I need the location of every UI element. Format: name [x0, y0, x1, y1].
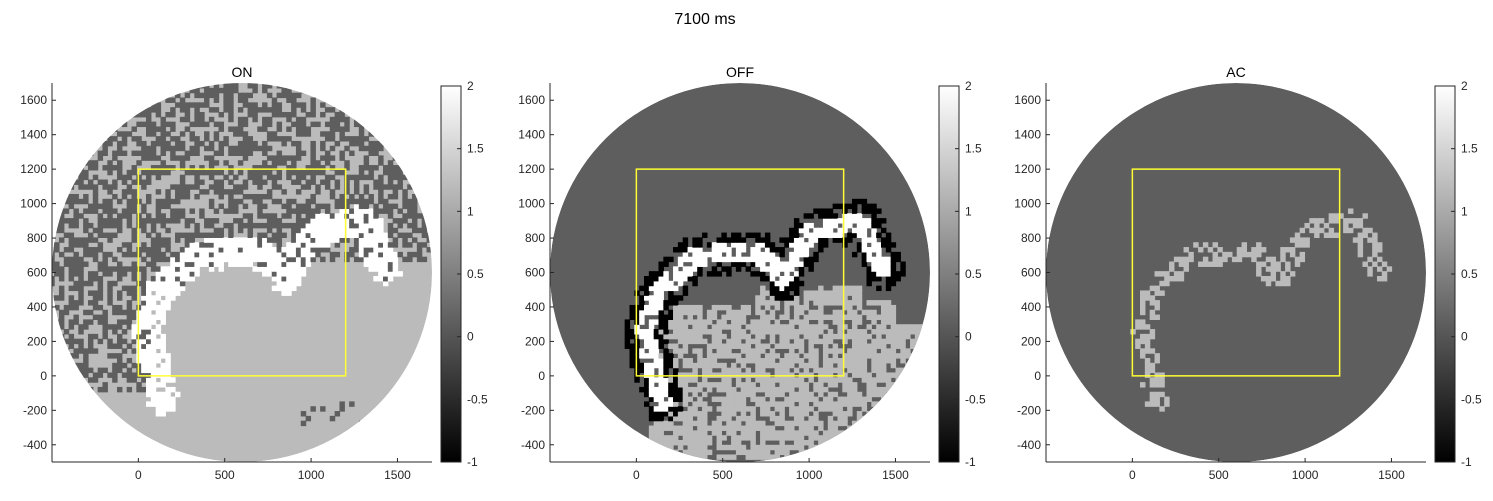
panel-title: AC	[1226, 64, 1245, 80]
colorbar-tick-label: 2	[965, 79, 972, 93]
y-tick-label: 200	[525, 334, 545, 348]
y-tick-label: -400	[23, 438, 47, 452]
colorbar-tick-label: 0	[467, 330, 474, 344]
y-tick-label: 400	[27, 300, 47, 314]
y-tick-label: 1600	[20, 93, 47, 107]
y-tick-label: 200	[27, 334, 47, 348]
x-tick-label: 1500	[384, 468, 411, 482]
y-tick-label: 1200	[1014, 162, 1041, 176]
y-tick-label: 400	[1021, 300, 1041, 314]
colorbar-tick-label: -1	[1461, 455, 1472, 469]
colorbar-tick-label: -1	[467, 455, 478, 469]
colorbar-tick-label: -0.5	[467, 392, 488, 406]
colorbar-tick-label: 1.5	[1461, 142, 1478, 156]
x-tick-label: 1000	[1292, 468, 1319, 482]
x-tick-label: 1000	[796, 468, 823, 482]
colorbar-tick-label: 2	[467, 79, 474, 93]
colorbar: 2 1.5 1 0.5 0 -0.5 -1	[440, 79, 488, 469]
y-tick-label: 1000	[518, 197, 545, 211]
y-tick-label: 200	[1021, 334, 1041, 348]
colorbar-tick-label: -0.5	[965, 392, 986, 406]
y-tick-label: 600	[27, 266, 47, 280]
x-tick-label: 1500	[882, 468, 909, 482]
y-tick-label: 1400	[1014, 128, 1041, 142]
x-tick-label: 500	[215, 468, 235, 482]
x-tick-label: 500	[713, 468, 733, 482]
y-tick-label: -200	[23, 403, 47, 417]
y-tick-label: 800	[27, 231, 47, 245]
y-tick-label: 1200	[20, 162, 47, 176]
y-tick-label: 800	[525, 231, 545, 245]
y-tick-label: 1000	[20, 197, 47, 211]
y-tick-label: -400	[521, 438, 545, 452]
x-tick-label: 1000	[298, 468, 325, 482]
panel-title: ON	[232, 64, 253, 80]
panel-ac: AC-400-200020040060080010001200140016000…	[1014, 64, 1482, 482]
y-tick-label: 0	[538, 369, 545, 383]
colorbar: 2 1.5 1 0.5 0 -0.5 -1	[938, 79, 986, 469]
colorbar-tick-label: 0.5	[467, 267, 484, 281]
roi-box	[1131, 168, 1341, 377]
colorbar-tick-label: 1.5	[467, 142, 484, 156]
y-tick-label: -200	[521, 403, 545, 417]
colorbar-tick-label: 0.5	[965, 267, 982, 281]
colorbar-tick-label: 1	[467, 204, 474, 218]
x-tick-label: 0	[633, 468, 640, 482]
heatmap-cells	[550, 83, 930, 462]
y-tick-label: 1000	[1014, 197, 1041, 211]
colorbar-tick-label: 0.5	[1461, 267, 1478, 281]
x-tick-label: 500	[1209, 468, 1229, 482]
y-tick-label: 1400	[518, 128, 545, 142]
y-tick-label: 1600	[1014, 93, 1041, 107]
y-tick-label: 800	[1021, 231, 1041, 245]
x-tick-label: 1500	[1378, 468, 1405, 482]
colorbar-tick-label: 1	[1461, 204, 1468, 218]
y-tick-label: 0	[1034, 369, 1041, 383]
y-tick-label: -400	[1017, 438, 1041, 452]
y-tick-label: 0	[40, 369, 47, 383]
panel-on: ON-400-200020040060080010001200140016000…	[20, 64, 488, 482]
colorbar: 2 1.5 1 0.5 0 -0.5 -1	[1434, 79, 1482, 469]
x-tick-label: 0	[1129, 468, 1136, 482]
colorbar-tick-label: 0	[965, 330, 972, 344]
colorbar-tick-label: 0	[1461, 330, 1468, 344]
y-tick-label: -200	[1017, 403, 1041, 417]
y-tick-label: 1600	[518, 93, 545, 107]
roi-box	[137, 168, 347, 377]
figure-title: 7100 ms	[674, 11, 735, 28]
panel-title: OFF	[726, 64, 754, 80]
heatmap-cells	[52, 83, 432, 462]
panel-off: OFF-400-20002004006008001000120014001600…	[518, 64, 986, 482]
y-tick-label: 1200	[518, 162, 545, 176]
colorbar-tick-label: 1	[965, 204, 972, 218]
x-tick-label: 0	[135, 468, 142, 482]
colorbar-tick-label: -1	[965, 455, 976, 469]
roi-box	[635, 168, 845, 377]
y-tick-label: 1400	[20, 128, 47, 142]
y-tick-label: 400	[525, 300, 545, 314]
colorbar-tick-label: 1.5	[965, 142, 982, 156]
heatmap-cells	[1046, 83, 1426, 462]
colorbar-tick-label: 2	[1461, 79, 1468, 93]
y-tick-label: 600	[1021, 266, 1041, 280]
colorbar-tick-label: -0.5	[1461, 392, 1482, 406]
y-tick-label: 600	[525, 266, 545, 280]
